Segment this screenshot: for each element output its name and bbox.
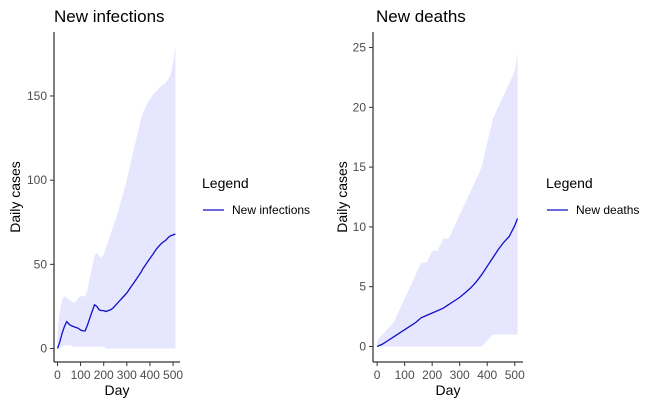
tick-group: 0 100 200 300 400 500 0 5 10 15 20 25 xyxy=(353,41,525,382)
x-axis-title: Day xyxy=(105,382,130,398)
legend-title: Legend xyxy=(546,175,593,191)
y-tick-label: 10 xyxy=(353,220,367,234)
y-tick-label: 0 xyxy=(359,339,366,353)
y-tick-label: 100 xyxy=(27,173,47,187)
legend-label-new-deaths: New deaths xyxy=(576,203,639,217)
x-tick-label: 0 xyxy=(374,368,381,382)
x-tick-label: 500 xyxy=(163,368,183,382)
legend-title: Legend xyxy=(202,175,249,191)
x-tick-label: 0 xyxy=(54,368,61,382)
x-axis-title: Day xyxy=(436,382,461,398)
x-tick-label: 400 xyxy=(477,368,497,382)
x-tick-label: 100 xyxy=(395,368,415,382)
y-tick-label: 150 xyxy=(27,89,47,103)
y-tick-label: 0 xyxy=(40,342,47,356)
confidence-band xyxy=(377,53,518,347)
x-tick-label: 400 xyxy=(140,368,160,382)
x-tick-label: 500 xyxy=(505,368,525,382)
x-tick-label: 300 xyxy=(450,368,470,382)
y-tick-label: 50 xyxy=(34,257,48,271)
y-tick-label: 5 xyxy=(359,280,366,294)
series-line-new-deaths xyxy=(376,218,519,348)
legend-label-new-infections: New infections xyxy=(232,203,310,217)
new-infections-panel: New infections 0 100 200 300 400 500050100150… xyxy=(7,7,310,398)
y-axis-title: Daily cases xyxy=(334,161,350,233)
chart-title: New infections xyxy=(54,7,165,26)
confidence-band xyxy=(57,45,176,349)
new-deaths-panel: New deaths 0 100 200 300 400 500 0 5 10 15 20 25 Da… xyxy=(334,7,639,398)
x-tick-label: 200 xyxy=(422,368,442,382)
y-tick-label: 20 xyxy=(353,100,367,114)
chart-title: New deaths xyxy=(376,7,466,26)
x-tick-label: 300 xyxy=(117,368,137,382)
series-line-new-infections xyxy=(56,233,176,349)
y-tick-label: 15 xyxy=(353,160,367,174)
y-tick-label: 25 xyxy=(353,41,367,55)
y-axis-title: Daily cases xyxy=(7,161,23,233)
x-tick-label: 100 xyxy=(71,368,91,382)
x-tick-label: 200 xyxy=(94,368,114,382)
